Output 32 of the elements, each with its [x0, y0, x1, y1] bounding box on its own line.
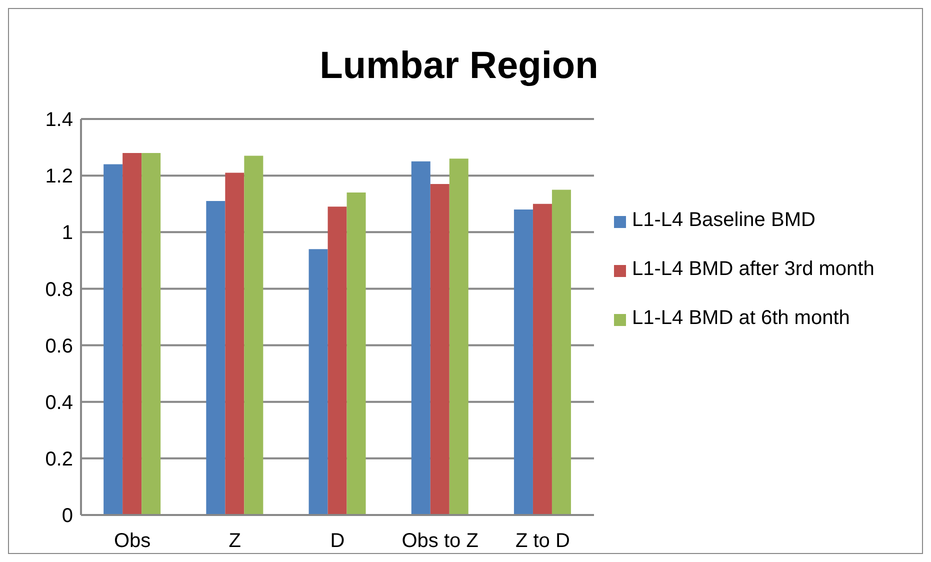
y-tick-label: 0.8 — [45, 278, 73, 301]
x-tick-label: Z to D — [515, 530, 570, 552]
bar — [514, 210, 533, 515]
bar — [328, 206, 347, 515]
y-tick-label: 0.6 — [45, 335, 73, 358]
y-tick-label: 0 — [62, 505, 73, 528]
bar — [104, 164, 123, 515]
y-tick-label: 0.4 — [45, 392, 73, 414]
bar — [449, 158, 468, 515]
legend-label: L1-L4 Baseline BMD — [632, 208, 816, 232]
y-tick-label: 0.2 — [45, 448, 73, 471]
x-tick-label: Z — [228, 530, 242, 552]
bar — [430, 184, 450, 515]
x-tick-label: D — [330, 530, 345, 552]
bar — [411, 161, 430, 515]
x-tick-label: Obs — [114, 530, 151, 552]
bar — [346, 192, 366, 515]
bar — [552, 190, 571, 515]
y-tick-label: 1 — [62, 222, 73, 244]
legend-label: L1-L4 BMD after 3rd month — [632, 258, 874, 280]
bar — [244, 156, 264, 515]
x-tick-label: Obs to Z — [402, 530, 478, 552]
legend-label: L1-L4 BMD at 6th month — [632, 306, 850, 330]
y-tick-label: 1.2 — [45, 166, 73, 188]
bar — [122, 152, 142, 515]
bar — [142, 152, 161, 515]
bar — [532, 204, 552, 515]
bar — [308, 249, 328, 515]
bar — [206, 201, 226, 515]
bar — [225, 172, 244, 515]
chart-title: Lumbar Region — [318, 45, 600, 88]
y-tick-label: 1.4 — [45, 109, 73, 132]
